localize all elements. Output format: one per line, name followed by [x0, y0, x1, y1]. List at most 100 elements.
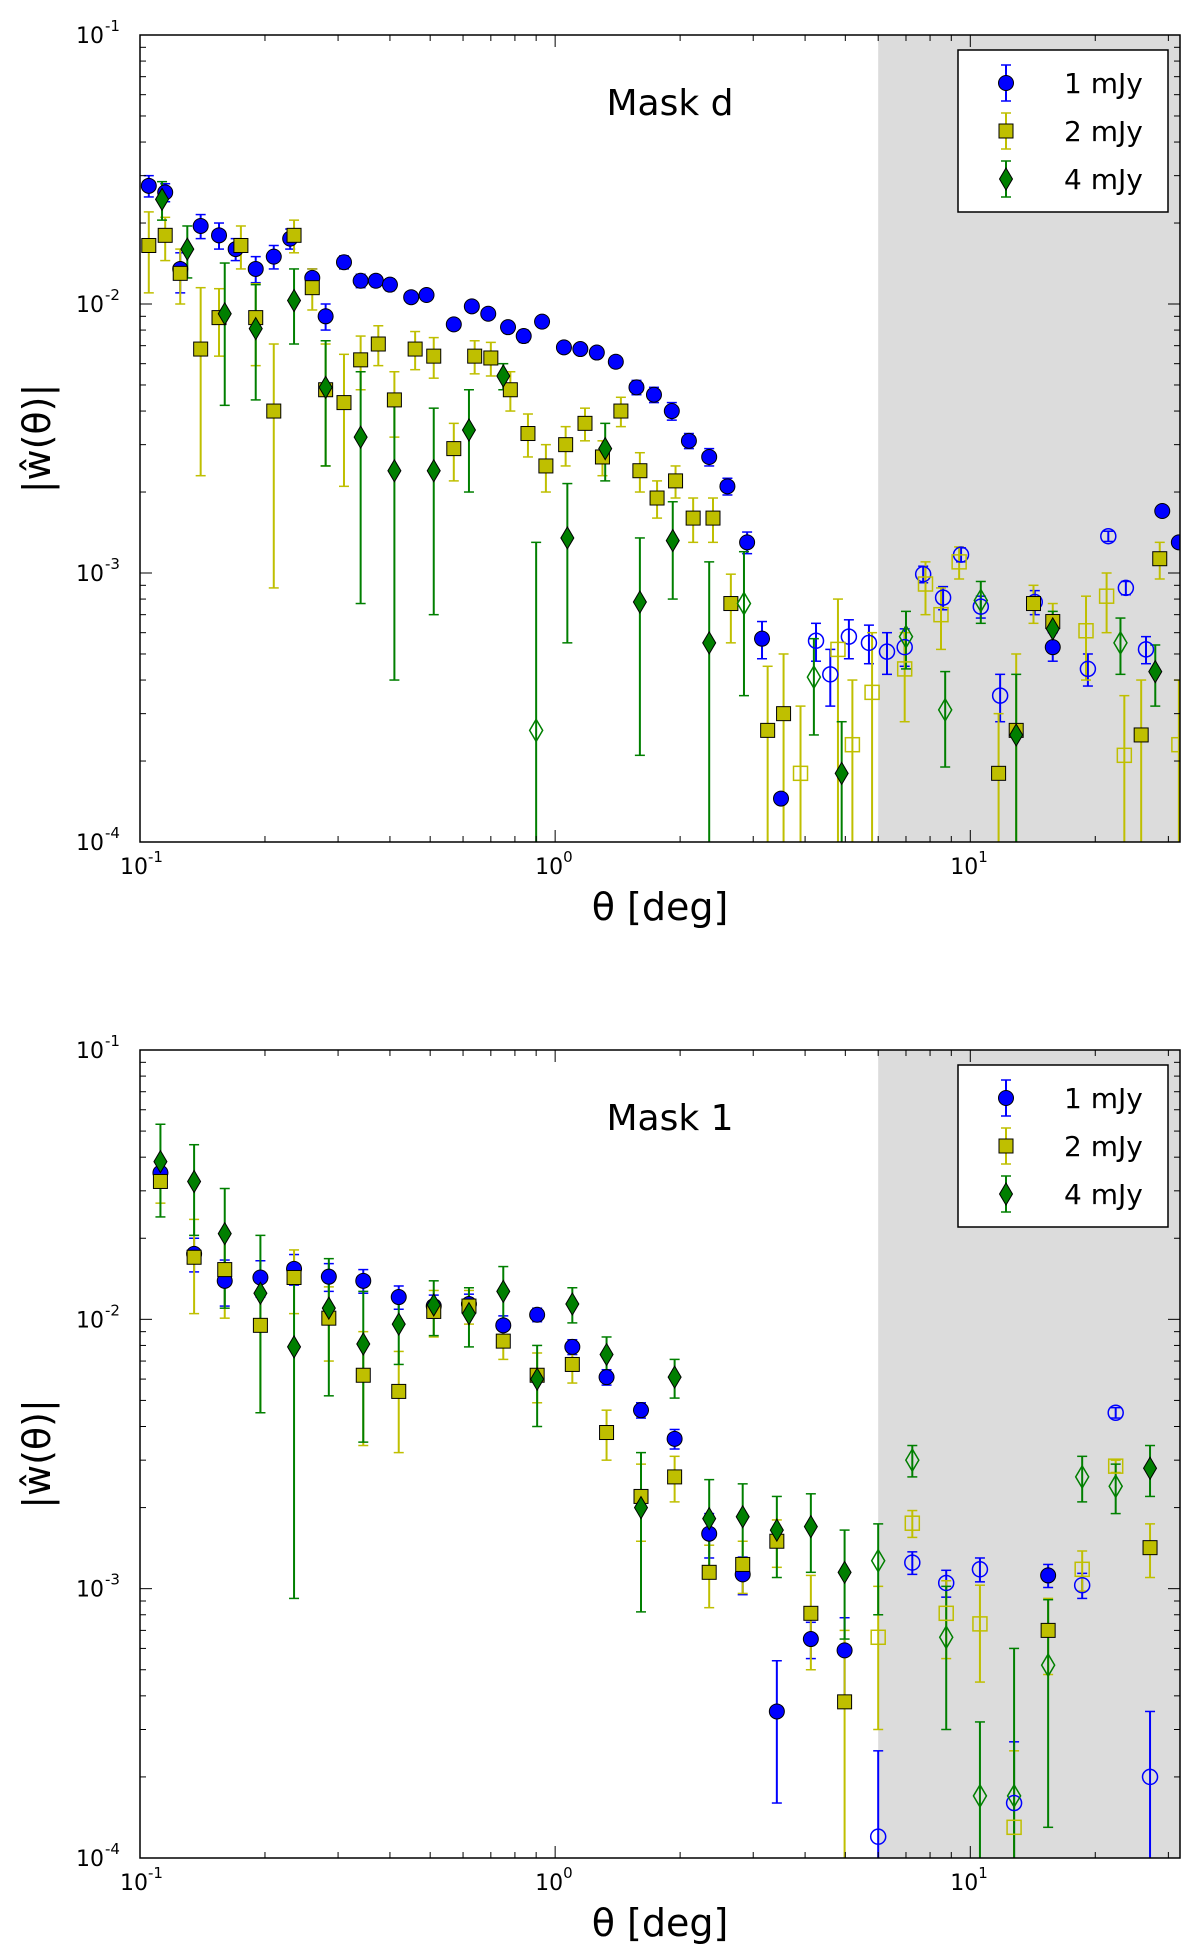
data-point [773, 790, 790, 807]
data-point [252, 1317, 268, 1333]
data-point [719, 478, 736, 495]
data-point [937, 697, 953, 723]
chart-panel-1: 10 -1 10 0 10 110 -410 -310 -210 -1θ [deg]|ŵ(θ)|M… [15, 17, 1181, 929]
data-point [355, 1272, 372, 1289]
data-point [739, 534, 756, 551]
data-point [233, 237, 249, 253]
legend-marker [998, 1138, 1014, 1154]
data-point [1078, 622, 1094, 639]
data-point [768, 1703, 785, 1720]
data-point [407, 341, 423, 357]
legend: 1 mJy 2 mJy 4 mJy [957, 1064, 1169, 1228]
data-point [286, 288, 302, 313]
data-point [598, 436, 613, 461]
y-tick-label-exponent: -1 [105, 1032, 120, 1050]
data-point [1026, 596, 1042, 612]
data-point [666, 1430, 683, 1447]
data-point [446, 441, 462, 457]
legend-label: 2 mJy [1064, 115, 1143, 148]
data-point [878, 643, 896, 660]
plot-area [152, 1123, 1159, 1858]
data-point [1100, 527, 1117, 545]
data-point [972, 1783, 988, 1809]
data-point [217, 301, 232, 326]
data-point [599, 1425, 615, 1441]
data-point [938, 1605, 954, 1622]
data-point [1006, 1783, 1022, 1809]
data-point [152, 1173, 168, 1189]
data-point [356, 1331, 371, 1356]
legend: 1 mJy 2 mJy 4 mJy [957, 49, 1169, 213]
data-point [769, 1518, 784, 1543]
legend-marker [998, 1182, 1014, 1206]
data-point [613, 403, 629, 419]
data-point [186, 1249, 202, 1265]
y-tick-label: 10 [76, 562, 104, 587]
data-point [834, 761, 849, 786]
data-point [972, 1616, 988, 1632]
y-axis-label: |ŵ(θ)| [15, 384, 60, 494]
data-point [286, 1269, 302, 1285]
data-point [776, 706, 792, 722]
data-point [318, 375, 333, 400]
data-point [154, 187, 170, 212]
data-point [304, 280, 320, 296]
legend-label: 4 mJy [1064, 163, 1143, 196]
data-point [141, 237, 157, 253]
data-point [403, 289, 420, 306]
chart-panel-2: 10 -1 10 0 10 110 -410 -310 -210 -1θ [deg]|ŵ(θ)|M… [15, 1032, 1181, 1945]
data-point [917, 576, 934, 592]
data-point [837, 1694, 853, 1710]
data-point [1154, 503, 1171, 520]
data-point [685, 510, 701, 526]
data-point [217, 1221, 232, 1246]
data-point [502, 382, 518, 398]
data-point [352, 272, 369, 289]
data-point [1107, 1458, 1124, 1474]
data-point [253, 1281, 268, 1306]
data-point [217, 1262, 233, 1278]
data-point [904, 1447, 920, 1473]
data-point [837, 1560, 852, 1585]
data-point [991, 687, 1009, 704]
data-point [667, 1365, 682, 1390]
legend-label: 1 mJy [1064, 67, 1143, 100]
data-point [445, 316, 462, 333]
data-point [1108, 1473, 1124, 1499]
data-point [247, 260, 264, 277]
legend-label: 4 mJy [1064, 1178, 1143, 1211]
data-point [607, 353, 624, 370]
data-point [1079, 660, 1097, 678]
data-point [534, 313, 551, 330]
data-point [192, 217, 209, 234]
y-tick-label: 10 [76, 1308, 104, 1333]
data-point [934, 589, 952, 606]
data-point [645, 386, 662, 403]
data-point [495, 1333, 511, 1349]
data-point [391, 1312, 406, 1337]
panel-title: Mask d [606, 83, 733, 124]
data-point [1074, 1464, 1090, 1490]
y-axis-label: |ŵ(θ)| [15, 1399, 60, 1509]
data-point [515, 328, 532, 345]
data-point [336, 395, 352, 411]
data-point [1148, 659, 1163, 684]
data-point [792, 765, 809, 782]
data-point [1005, 1794, 1023, 1812]
y-tick-label-exponent: -2 [105, 1301, 120, 1319]
y-tick-label: 10 [76, 831, 104, 856]
data-point [951, 554, 967, 570]
data-point [1074, 1561, 1090, 1578]
data-point [483, 350, 499, 366]
x-tick-label-exponent: 0 [563, 848, 573, 866]
data-point [463, 298, 480, 315]
data-point [320, 1268, 337, 1285]
data-point [860, 634, 878, 652]
data-point [528, 717, 544, 743]
markers-2-mjy [152, 1173, 1158, 1836]
x-tick-label-exponent: -1 [148, 848, 163, 866]
data-point [495, 1317, 512, 1334]
data-point [496, 364, 511, 388]
data-point [370, 336, 386, 352]
data-point [187, 1169, 202, 1194]
